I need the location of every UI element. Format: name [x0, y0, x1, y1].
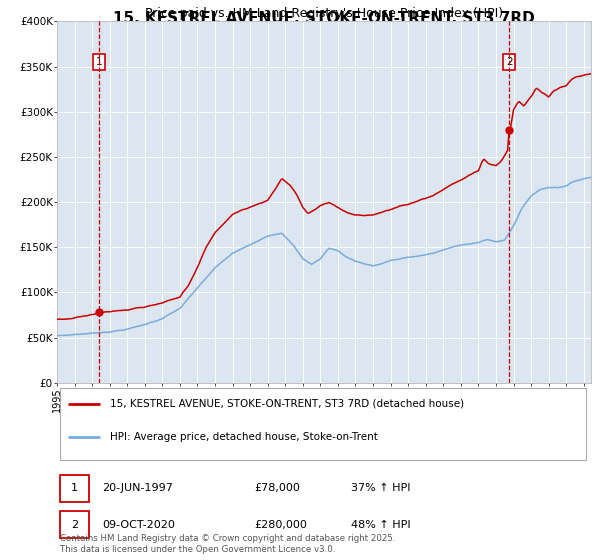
Text: 1: 1: [71, 483, 78, 493]
Text: £280,000: £280,000: [254, 520, 307, 530]
Text: 15, KESTREL AVENUE, STOKE-ON-TRENT, ST3 7RD: 15, KESTREL AVENUE, STOKE-ON-TRENT, ST3 …: [113, 11, 535, 26]
FancyBboxPatch shape: [59, 388, 586, 460]
Text: 09-OCT-2020: 09-OCT-2020: [103, 520, 175, 530]
Text: 2: 2: [506, 57, 512, 67]
Text: 20-JUN-1997: 20-JUN-1997: [103, 483, 173, 493]
FancyBboxPatch shape: [59, 475, 89, 502]
Text: HPI: Average price, detached house, Stoke-on-Trent: HPI: Average price, detached house, Stok…: [110, 432, 378, 442]
Text: Contains HM Land Registry data © Crown copyright and database right 2025.
This d: Contains HM Land Registry data © Crown c…: [59, 534, 395, 554]
Text: 15, KESTREL AVENUE, STOKE-ON-TRENT, ST3 7RD (detached house): 15, KESTREL AVENUE, STOKE-ON-TRENT, ST3 …: [110, 399, 464, 409]
Text: 2: 2: [71, 520, 78, 530]
Text: 48% ↑ HPI: 48% ↑ HPI: [351, 520, 410, 530]
Text: £78,000: £78,000: [254, 483, 301, 493]
Text: 1: 1: [96, 57, 103, 67]
Text: 37% ↑ HPI: 37% ↑ HPI: [351, 483, 410, 493]
FancyBboxPatch shape: [59, 511, 89, 539]
Text: Price paid vs. HM Land Registry's House Price Index (HPI): Price paid vs. HM Land Registry's House …: [145, 7, 503, 20]
